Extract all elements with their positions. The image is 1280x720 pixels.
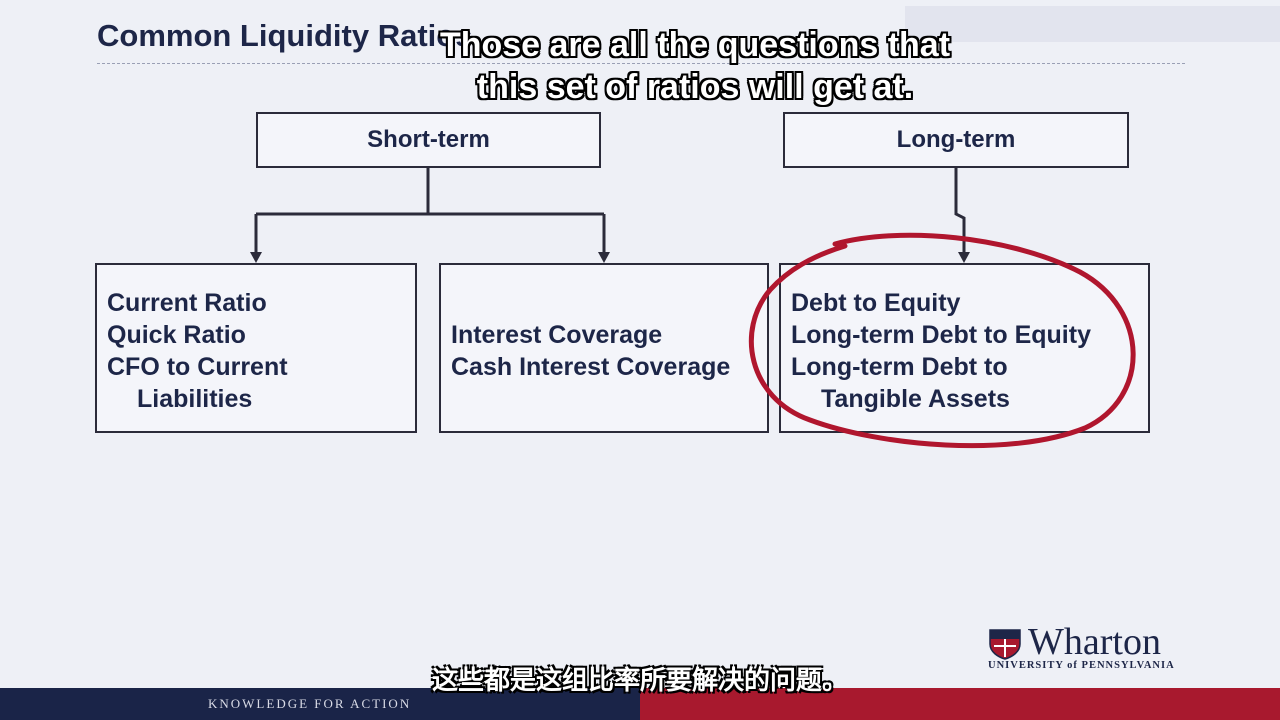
ratio-item: CFO to Current [107,353,288,381]
ratio-item: Cash Interest Coverage [451,353,731,381]
ratio-item: Interest Coverage [451,321,663,349]
long-term-header: Long-term [783,112,1129,168]
footer-tagline: KNOWLEDGE FOR ACTION [208,696,412,711]
ratio-item: Debt to Equity [791,289,961,317]
long-term-ratios-box: Debt to Equity Long-term Debt to Equity … [779,263,1150,433]
arrow-left [250,252,262,263]
short-term-header: Short-term [256,112,601,168]
current-ratios-box: Current Ratio Quick Ratio CFO to Current… [95,263,417,433]
ratio-item: Quick Ratio [107,321,246,349]
title-divider [97,63,1185,64]
coverage-ratios-box: Interest Coverage Cash Interest Coverage [439,263,769,433]
logo-wordmark: Wharton [1028,621,1161,663]
red-ellipse-annotation [748,232,1136,449]
footer-left-bar: KNOWLEDGE FOR ACTION [0,688,640,720]
logo-subtext: UNIVERSITY of PENNSYLVANIA [988,660,1175,671]
top-right-banner [905,6,1280,42]
subtitle-line-2: this set of ratios will get at. [476,68,914,106]
ratio-item-continuation: Tangible Assets [821,385,1010,413]
ratio-item: Long-term Debt to [791,353,1008,381]
penn-shield-icon [989,629,1021,660]
ratio-item-continuation: Liabilities [137,385,253,413]
ratio-item: Current Ratio [107,289,267,317]
arrow-middle [598,252,610,263]
wharton-logo: Wharton UNIVERSITY of PENNSYLVANIA [988,621,1188,672]
subtitle-line-1: Those are all the questions that [439,26,951,64]
long-term-label: Long-term [896,126,1016,153]
ratio-item: Long-term Debt to Equity [791,321,1091,349]
footer-right-bar [640,688,1280,720]
long-term-drop [954,168,966,254]
slide-title: Common Liquidity Ratios [97,18,473,53]
short-term-label: Short-term [367,126,490,153]
subtitle-chinese: 这些都是这组比率所要解决的问题。 [431,666,848,696]
arrow-right [958,252,970,263]
